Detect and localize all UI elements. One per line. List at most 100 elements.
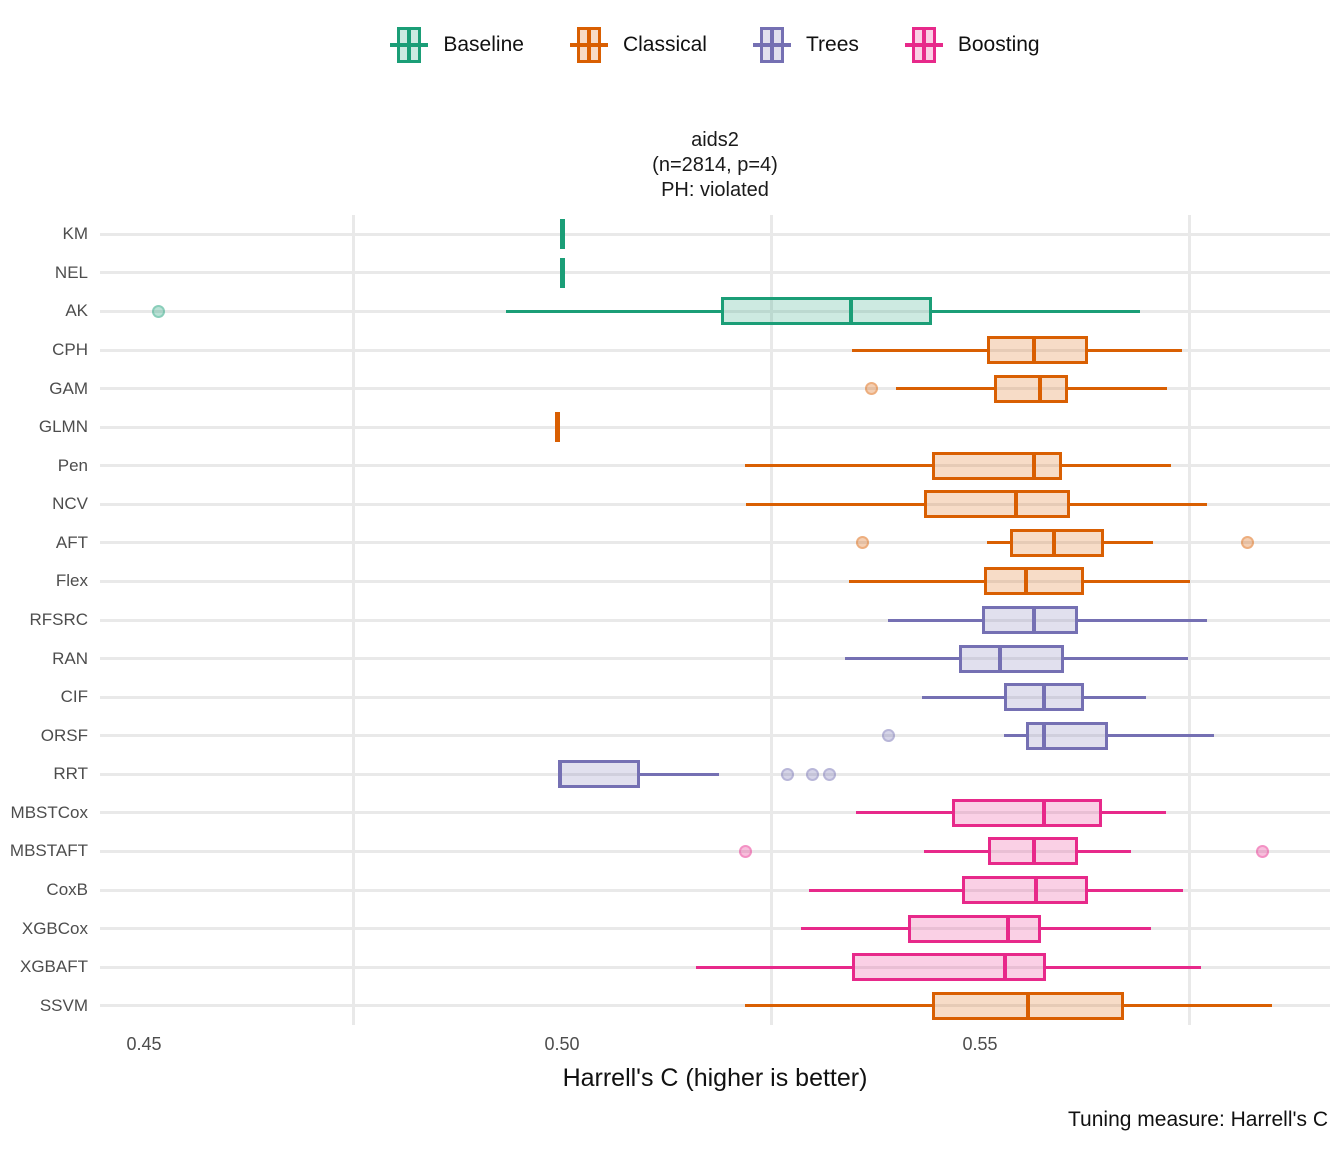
whisker-high: [1077, 618, 1208, 622]
whisker-high: [1046, 965, 1201, 969]
y-axis-label-AFT: AFT: [55, 532, 88, 552]
gridline-horizontal: [100, 695, 1330, 699]
title-ph-status: PH: violated: [661, 179, 769, 201]
boxplot-key-icon: [904, 26, 943, 64]
boxplot-box-RRT: [557, 760, 640, 789]
y-axis-label-GLMN: GLMN: [38, 417, 88, 437]
median-line: [1003, 953, 1008, 982]
boxplot-tick-KM: [559, 219, 565, 250]
y-axis-label-Flex: Flex: [55, 571, 88, 591]
gridline-horizontal: [100, 618, 1330, 622]
y-axis-label-AK: AK: [65, 301, 88, 321]
gridline-horizontal: [100, 425, 1330, 429]
whisker-low: [986, 541, 1011, 545]
title-params: (n=2814, p=4): [652, 154, 778, 176]
whisker-high: [1102, 811, 1166, 815]
gridline-horizontal: [100, 888, 1330, 892]
outlier-dot: [806, 767, 820, 781]
gridline-horizontal: [100, 579, 1330, 583]
y-axis-label-RRT: RRT: [53, 764, 88, 784]
whisker-low: [695, 965, 853, 969]
y-axis-label-Pen: Pen: [57, 455, 88, 475]
boxplot-box-XGBCox: [908, 914, 1042, 943]
whisker-high: [639, 772, 720, 776]
legend-label: Classical: [622, 33, 707, 56]
whisker-low: [856, 811, 953, 815]
median-line: [1038, 374, 1043, 403]
whisker-low: [801, 927, 909, 931]
legend-item-boosting: Boosting: [904, 26, 1040, 64]
whisker-high: [1083, 579, 1190, 583]
median-line: [998, 644, 1003, 673]
whisker-low: [505, 309, 721, 313]
whisker-high: [1077, 849, 1132, 853]
outlier-dot: [881, 729, 895, 743]
gridline-horizontal: [100, 541, 1330, 545]
whisker-high: [1061, 464, 1172, 468]
whisker-high: [1123, 1004, 1272, 1008]
whisker-high: [931, 309, 1140, 313]
whisker-high: [1067, 387, 1168, 391]
plot-title: aids2 (n=2814, p=4) PH: violated: [100, 128, 1330, 203]
x-tick-label: 0.50: [544, 1034, 580, 1054]
whisker-low: [896, 387, 995, 391]
median-line: [1042, 683, 1047, 712]
whisker-low: [852, 348, 987, 352]
boxplot-key-icon: [390, 26, 429, 64]
boxplot-box-GAM: [994, 374, 1068, 403]
y-axis-label-GAM: GAM: [49, 378, 88, 398]
y-axis-labels: KM NEL AK CPH GAM GLMN Pen NCV AFT Flex RFSRC RAN CI…: [0, 215, 92, 1025]
legend-item-trees: Trees: [752, 26, 859, 64]
median-line: [1025, 991, 1030, 1020]
y-axis-label-SSVM: SSVM: [39, 995, 88, 1015]
boxplot-key-icon: [752, 26, 791, 64]
title-dataset: aids2: [691, 129, 739, 151]
whisker-low: [888, 618, 982, 622]
whisker-high: [1083, 695, 1146, 699]
boxplot-box-CPH: [986, 336, 1088, 364]
y-axis-label-CIF: CIF: [60, 687, 88, 707]
whisker-low: [745, 502, 924, 506]
median-line: [1032, 336, 1037, 364]
y-axis-label-NCV: NCV: [52, 494, 88, 514]
median-line: [1023, 567, 1028, 596]
gridline-horizontal: [100, 1004, 1330, 1008]
median-line: [1034, 876, 1038, 904]
boxplot-box-MBSTCox: [952, 798, 1103, 827]
outlier-dot: [855, 536, 869, 550]
whisker-high: [1103, 541, 1154, 545]
median-line: [1042, 798, 1047, 827]
legend-item-classical: Classical: [569, 26, 707, 64]
boxplot-box-NCV: [923, 490, 1071, 519]
boxplot-box-AK: [720, 297, 932, 326]
median-line: [1042, 721, 1047, 750]
gridline-horizontal: [100, 464, 1330, 468]
whisker-high: [1063, 657, 1189, 661]
gridline-horizontal: [100, 849, 1330, 853]
whisker-high: [1107, 734, 1215, 738]
outlier-dot: [1256, 844, 1270, 858]
outlier-dot: [1241, 536, 1255, 550]
whisker-low: [809, 888, 963, 892]
y-axis-label-CoxB: CoxB: [46, 880, 88, 899]
whisker-low: [848, 579, 985, 583]
tuning-measure-caption: Tuning measure: Harrell's C: [1068, 1108, 1328, 1131]
whisker-high: [1070, 502, 1208, 506]
boxplot-box-Flex: [984, 567, 1084, 596]
outlier-dot: [781, 767, 795, 781]
whisker-low: [745, 1004, 932, 1008]
outlier-dot: [864, 382, 878, 396]
whisker-high: [1041, 927, 1151, 931]
whisker-low: [845, 657, 960, 661]
gridline-horizontal: [100, 927, 1330, 931]
boxplot-tick-GLMN: [555, 412, 561, 443]
whisker-low: [923, 849, 989, 853]
outlier-dot: [151, 304, 165, 318]
whisker-low: [745, 464, 933, 468]
median-line: [1052, 528, 1057, 557]
y-axis-label-XGBCox: XGBCox: [21, 918, 88, 938]
median-line: [1032, 451, 1037, 480]
boxplot-box-CoxB: [962, 876, 1088, 904]
gridline-horizontal: [100, 348, 1330, 352]
gridline-horizontal: [100, 657, 1330, 661]
